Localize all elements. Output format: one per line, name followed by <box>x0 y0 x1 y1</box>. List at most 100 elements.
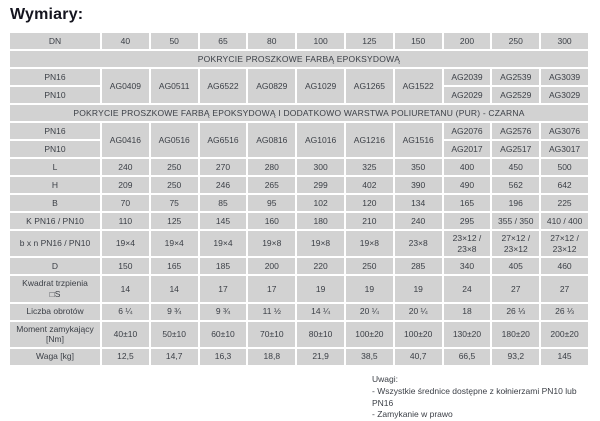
row-label-cell: D <box>10 258 100 275</box>
row-label-cell: b x n PN16 / PN10 <box>10 231 100 257</box>
table-cell: 145 <box>541 348 588 365</box>
table-cell: 66,5 <box>443 348 491 365</box>
table-cell: 490 <box>443 177 491 193</box>
table-cell: 11 ½ <box>248 303 296 320</box>
table-cell: 20 ¼ <box>394 303 442 320</box>
table-cell: 295 <box>443 213 491 229</box>
table-cell: 200 <box>248 258 296 275</box>
notes-block: Uwagi: - Wszystkie średnice dostępne z k… <box>372 374 592 421</box>
table-cell: 9 ¾ <box>150 303 198 320</box>
table-cell: 110 <box>102 213 149 229</box>
table-cell: 12,5 <box>102 348 149 365</box>
product-code-cell: AG0416 <box>102 123 149 157</box>
table-cell: 165 <box>150 258 198 275</box>
table-cell: 130±20 <box>443 321 491 347</box>
table-cell: 145 <box>199 213 247 229</box>
product-code-cell: AG2517 <box>492 141 540 157</box>
table-cell: 38,5 <box>345 348 393 365</box>
table-cell: 19×8 <box>297 231 344 257</box>
section-epoxy-pn10-row: PN10 AG2029 AG2529 AG3029 <box>10 87 588 103</box>
row-label-cell: Moment zamykający [Nm] <box>10 321 100 347</box>
product-code-cell: AG2017 <box>443 141 491 157</box>
table-cell: 19×4 <box>199 231 247 257</box>
row-label-cell: H <box>10 177 100 193</box>
table-cell: 70 <box>102 195 149 211</box>
row-label-cell: B <box>10 195 100 211</box>
table-cell: 210 <box>345 213 393 229</box>
table-cell: 160 <box>248 213 296 229</box>
table-cell: 500 <box>541 159 588 175</box>
pn10-label-cell: PN10 <box>10 141 100 157</box>
table-cell: 18 <box>443 303 491 320</box>
table-row-bxn: b x n PN16 / PN10 19×4 19×4 19×4 19×8 19×8 19… <box>10 231 588 257</box>
table-cell: 95 <box>248 195 296 211</box>
note-item: - Zamykanie w prawo <box>372 409 453 420</box>
table-cell: 70±10 <box>248 321 296 347</box>
table-cell: 350 <box>394 159 442 175</box>
product-code-cell: AG0816 <box>248 123 296 157</box>
table-cell: 240 <box>102 159 149 175</box>
table-cell: 50 <box>150 33 198 49</box>
product-code-cell: AG2029 <box>443 87 491 103</box>
table-cell: 27 <box>492 276 540 302</box>
table-cell: 40 <box>102 33 149 49</box>
table-cell: 402 <box>345 177 393 193</box>
table-cell: 93,2 <box>492 348 540 365</box>
section-epoxy-title: POKRYCIE PROSZKOWE FARBĄ EPOKSYDOWĄ <box>10 51 588 67</box>
product-code-cell: AG3039 <box>541 69 588 85</box>
table-cell: 19 <box>394 276 442 302</box>
table-cell: 20 ¼ <box>345 303 393 320</box>
table-cell: 19×8 <box>345 231 393 257</box>
table-cell: 120 <box>345 195 393 211</box>
table-row-B: B 70 75 85 95 102 120 134 165 196 225 <box>10 195 588 211</box>
table-cell: 6 ¼ <box>102 303 149 320</box>
table-cell: 19 <box>297 276 344 302</box>
table-cell: 100 <box>297 33 344 49</box>
product-code-cell: AG0516 <box>150 123 198 157</box>
product-code-cell: AG2039 <box>443 69 491 85</box>
table-cell: 125 <box>150 213 198 229</box>
table-cell: 19 <box>345 276 393 302</box>
table-cell: 220 <box>297 258 344 275</box>
table-cell: 280 <box>248 159 296 175</box>
product-code-cell: AG3076 <box>541 123 588 139</box>
section-pur-pn10-row: PN10 AG2017 AG2517 AG3017 <box>10 141 588 157</box>
table-cell: 250 <box>150 159 198 175</box>
row-label-cell: L <box>10 159 100 175</box>
table-row-D: D 150 165 185 200 220 250 285 340 405 460 <box>10 258 588 275</box>
product-code-cell: AG2576 <box>492 123 540 139</box>
product-code-cell: AG0829 <box>248 69 296 103</box>
table-cell: 80±10 <box>297 321 344 347</box>
table-cell: 75 <box>150 195 198 211</box>
product-code-cell: AG0409 <box>102 69 149 103</box>
product-code-cell: AG1516 <box>394 123 442 157</box>
table-cell: 250 <box>492 33 540 49</box>
table-cell: 240 <box>394 213 442 229</box>
product-code-cell: AG1522 <box>394 69 442 103</box>
table-row-K: K PN16 / PN10 110 125 145 160 180 210 240 295 35… <box>10 213 588 229</box>
product-code-cell: AG3029 <box>541 87 588 103</box>
notes-heading: Uwagi: <box>372 373 398 384</box>
table-cell: 24 <box>443 276 491 302</box>
pn10-label-cell: PN10 <box>10 87 100 103</box>
table-cell: 150 <box>102 258 149 275</box>
row-label-cell: Waga [kg] <box>10 348 100 365</box>
table-cell: 14 <box>150 276 198 302</box>
table-cell: 17 <box>199 276 247 302</box>
table-cell: 102 <box>297 195 344 211</box>
table-cell: 410 / 400 <box>541 213 588 229</box>
table-cell: 270 <box>199 159 247 175</box>
table-row-kwadrat-trzpienia: Kwadrat trzpienia □S 14 14 17 17 19 19 19 24 27 2… <box>10 276 588 302</box>
table-cell: 165 <box>443 195 491 211</box>
table-cell: 265 <box>248 177 296 193</box>
table-cell: 355 / 350 <box>492 213 540 229</box>
table-cell: 300 <box>541 33 588 49</box>
table-cell: 405 <box>492 258 540 275</box>
table-cell: 200 <box>443 33 491 49</box>
section-epoxy-pn16-row: PN16 AG0409 AG0511 AG6522 AG0829 AG1029 … <box>10 69 588 103</box>
table-cell: 225 <box>541 195 588 211</box>
section-pur-pn16-row: PN16 AG0416 AG0516 AG6516 AG0816 AG1016 … <box>10 123 588 157</box>
table-cell: 85 <box>199 195 247 211</box>
table-cell: 196 <box>492 195 540 211</box>
table-cell: 450 <box>492 159 540 175</box>
